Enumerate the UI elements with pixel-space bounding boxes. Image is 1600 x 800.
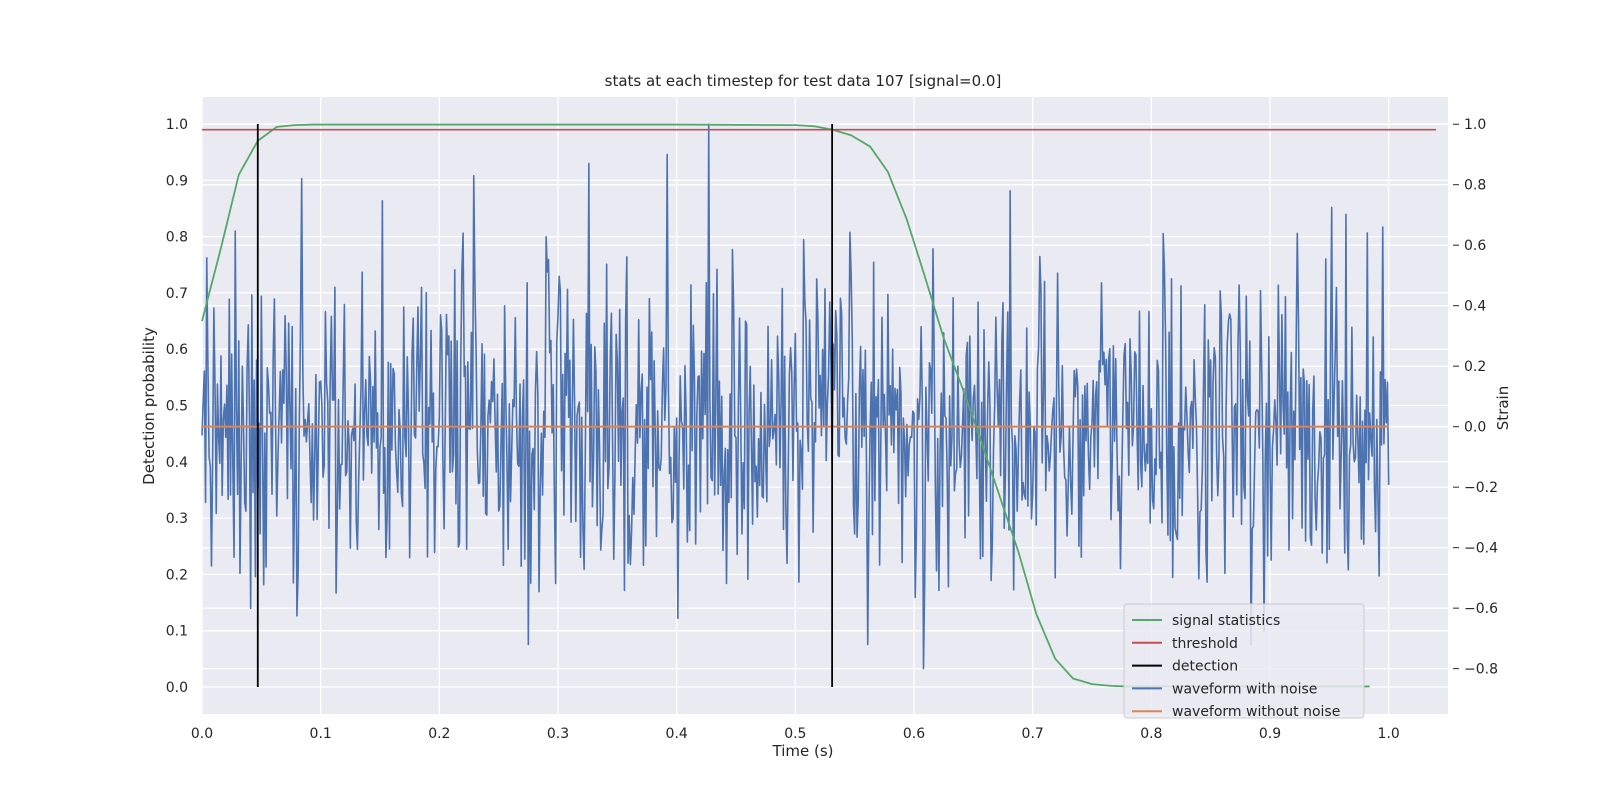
left-y-tick-label: 0.5 [166,399,188,415]
right-y-tick-label: −0.2 [1464,480,1498,496]
right-y-tick-label: −0.4 [1464,541,1498,557]
series-signal-statistics [201,123,1370,688]
x-axis-label: Time (s) [772,742,834,760]
left-y-tick-label: 0.6 [166,342,188,358]
left-y-tick-label: 0.4 [166,455,188,471]
left-y-tick-label: 0.7 [166,286,188,302]
left-y-tick-label: 0.0 [166,680,188,696]
legend: signal statistics threshold detection wavef… [1123,603,1365,720]
series-layer [201,123,1437,688]
x-tick-label: 0.5 [784,726,806,742]
left-y-tick-label: 0.2 [166,567,188,583]
right-y-tick-label: −0.8 [1464,662,1498,678]
x-tick-label: 1.0 [1378,726,1400,742]
left-y-tick-label: 0.8 [166,230,188,246]
legend-entry: detection [1172,659,1238,675]
legend-entry: waveform with noise [1172,681,1317,697]
x-tick-label: 0.6 [903,726,925,742]
left-y-tick-label: 0.1 [166,624,188,640]
left-axis-ticks: 0.0 0.1 0.2 0.3 0.4 0.5 0.6 0.7 0.8 0.9 1.0 [166,117,188,696]
x-tick-label: 0.9 [1259,726,1281,742]
x-axis-ticks: 0.0 0.1 0.2 0.3 0.4 0.5 0.6 0.7 0.8 0.9 1.0 [191,726,1400,742]
x-tick-label: 0.2 [428,726,450,742]
x-tick-label: 0.4 [666,726,688,742]
series-waveform-with-noise [201,123,1390,670]
chart-title: stats at each timestep for test data 107… [605,72,1002,90]
right-y-tick-label: 0.8 [1464,178,1486,194]
x-tick-label: 0.7 [1022,726,1044,742]
legend-entry: threshold [1172,636,1238,652]
left-y-tick-label: 1.0 [166,117,188,133]
legend-entry: signal statistics [1172,613,1280,629]
right-y-tick-label: 1.0 [1464,117,1486,133]
left-axis-label: Detection probability [140,327,158,485]
right-axis-label: Strain [1494,386,1512,430]
right-y-tick-label: 0.2 [1464,359,1486,375]
right-y-tick-label: −0.6 [1464,601,1498,617]
right-y-tick-label: 0.4 [1464,299,1486,315]
left-y-tick-label: 0.9 [166,173,188,189]
x-tick-label: 0.0 [191,726,213,742]
legend-box [1123,603,1365,719]
right-axis-ticks: −0.8 −0.6 −0.4 −0.2 0.0 0.2 0.4 0.6 0.8 1.0 [1453,117,1498,678]
x-tick-label: 0.8 [1140,726,1162,742]
x-tick-label: 0.3 [547,726,569,742]
right-y-tick-label: 0.0 [1464,420,1486,436]
left-y-tick-label: 0.3 [166,511,188,527]
x-tick-label: 0.1 [310,726,332,742]
legend-entry: waveform without noise [1172,704,1340,720]
right-y-tick-label: 0.6 [1464,238,1486,254]
